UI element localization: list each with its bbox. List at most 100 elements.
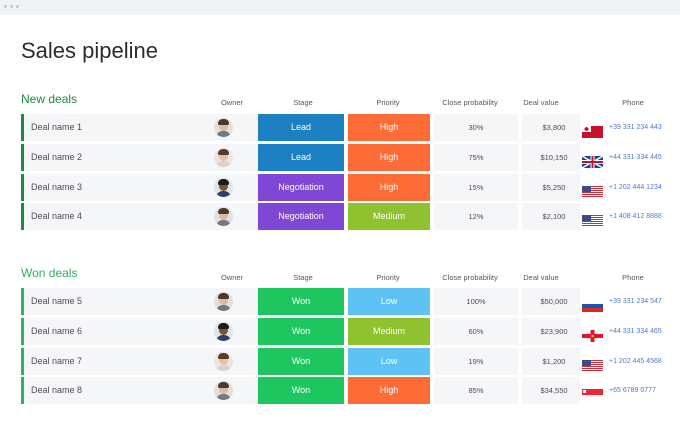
deal-name-cell[interactable]: Deal name 7 — [24, 348, 227, 375]
deal-name-cell[interactable]: Deal name 3 — [24, 174, 227, 201]
deal-value-cell[interactable]: $3,800 — [522, 114, 586, 141]
priority-status-label[interactable]: High — [348, 114, 430, 141]
stage-status-label[interactable]: Won — [258, 288, 344, 315]
person-avatar-man-dark[interactable] — [214, 178, 233, 197]
us-flag-icon — [582, 211, 603, 227]
stage-status-label[interactable]: Won — [258, 377, 344, 404]
person-avatar-man[interactable] — [214, 118, 233, 137]
close-probability-cell[interactable]: 60% — [434, 318, 518, 345]
window-top-bar — [0, 0, 680, 15]
column-header-priority[interactable]: Priority — [376, 273, 400, 282]
phone-number-link[interactable]: +1 202 444 1234 — [609, 184, 662, 191]
stage-status-label[interactable]: Negotiation — [258, 203, 344, 230]
person-avatar-woman[interactable] — [214, 148, 233, 167]
phone-number-link[interactable]: +44 331 334 465 — [609, 328, 662, 335]
stage-status-label[interactable]: Won — [258, 318, 344, 345]
deal-name-cell[interactable]: Deal name 6 — [24, 318, 227, 345]
avatar-hair — [218, 323, 229, 329]
russia-flag-icon — [582, 296, 603, 312]
person-avatar-man-dark[interactable] — [214, 322, 233, 341]
phone-number-link[interactable]: +1 202 445 4568 — [609, 358, 662, 365]
phone-number-link[interactable]: +39 331 234 547 — [609, 298, 662, 305]
column-header-close-probability[interactable]: Close probability — [442, 273, 498, 282]
table-row[interactable]: Deal name 7 Won Low 19% $1,200 +1 202 445 456… — [21, 348, 680, 375]
stage-status-label[interactable]: Negotiation — [258, 174, 344, 201]
person-avatar-man[interactable] — [214, 292, 233, 311]
column-header-owner[interactable]: Owner — [220, 98, 244, 107]
deal-value-cell[interactable]: $1,200 — [522, 348, 586, 375]
deal-value-cell[interactable]: $34,550 — [522, 377, 586, 404]
close-probability-cell[interactable]: 85% — [434, 377, 518, 404]
phone-cell[interactable]: +1 408 412 8888 — [580, 203, 680, 230]
table-row[interactable]: Deal name 5 Won Low 100% $50,000 +39 331 234 … — [21, 288, 680, 315]
close-probability-cell[interactable]: 100% — [434, 288, 518, 315]
table-row[interactable]: Deal name 4 Negotiation Medium 12% $2,100 +1 … — [21, 203, 680, 230]
singapore-flag-icon — [582, 385, 603, 401]
phone-number-link[interactable]: +1 408 412 8888 — [609, 213, 662, 220]
priority-status-label[interactable]: Low — [348, 288, 430, 315]
column-header-phone[interactable]: Phone — [622, 273, 644, 282]
phone-cell[interactable]: +39 331 234 547 — [580, 288, 680, 315]
stage-status-label[interactable]: Lead — [258, 114, 344, 141]
phone-cell[interactable]: +65 6789 0777 — [580, 377, 680, 404]
close-probability-cell[interactable]: 19% — [434, 348, 518, 375]
deal-name-cell[interactable]: Deal name 5 — [24, 288, 227, 315]
phone-cell[interactable]: +39 331 234 443 — [580, 114, 680, 141]
column-header-owner[interactable]: Owner — [220, 273, 244, 282]
close-probability-cell[interactable]: 75% — [434, 144, 518, 171]
close-probability-cell[interactable]: 30% — [434, 114, 518, 141]
phone-cell[interactable]: +44 331 334 445 — [580, 144, 680, 171]
deal-name-cell[interactable]: Deal name 2 — [24, 144, 227, 171]
phone-number-link[interactable]: +65 6789 0777 — [609, 387, 656, 394]
deal-value-cell[interactable]: $2,100 — [522, 203, 586, 230]
tonga-flag-icon — [582, 122, 603, 138]
phone-cell[interactable]: +1 202 445 4568 — [580, 348, 680, 375]
avatar-hair — [218, 382, 229, 388]
column-header-stage[interactable]: Stage — [293, 273, 313, 282]
priority-status-label[interactable]: High — [348, 144, 430, 171]
person-avatar-woman[interactable] — [214, 352, 233, 371]
phone-number-link[interactable]: +39 331 234 443 — [609, 124, 662, 131]
deal-name-cell[interactable]: Deal name 1 — [24, 114, 227, 141]
avatar-body — [216, 365, 231, 371]
deal-value-cell[interactable]: $5,250 — [522, 174, 586, 201]
deal-value-cell[interactable]: $23,900 — [522, 318, 586, 345]
column-header-phone[interactable]: Phone — [622, 98, 644, 107]
priority-status-label[interactable]: Medium — [348, 203, 430, 230]
table-row[interactable]: Deal name 6 Won Medium 60% $23,900 +44 331 33… — [21, 318, 680, 345]
group-title-won-deals[interactable]: Won deals — [21, 266, 78, 280]
avatar-face — [219, 151, 228, 161]
person-avatar-man[interactable] — [214, 381, 233, 400]
phone-cell[interactable]: +44 331 334 465 — [580, 318, 680, 345]
deal-value-cell[interactable]: $50,000 — [522, 288, 586, 315]
priority-status-label[interactable]: Low — [348, 348, 430, 375]
stage-status-label[interactable]: Won — [258, 348, 344, 375]
deal-value-cell[interactable]: $10,150 — [522, 144, 586, 171]
column-header-close-probability[interactable]: Close probability — [442, 98, 498, 107]
uk-flag-icon — [581, 152, 604, 169]
group-color-bar — [21, 114, 24, 141]
table-row[interactable]: Deal name 3 Negotiation High 15% $5,250 +1 20… — [21, 174, 680, 201]
priority-status-label[interactable]: Medium — [348, 318, 430, 345]
avatar-face — [219, 121, 228, 131]
deal-name-cell[interactable]: Deal name 4 — [24, 203, 227, 230]
group-title-new-deals[interactable]: New deals — [21, 92, 78, 106]
priority-status-label[interactable]: High — [348, 174, 430, 201]
column-header-deal-value[interactable]: Deal value — [523, 273, 559, 282]
close-probability-cell[interactable]: 12% — [434, 203, 518, 230]
person-avatar-man[interactable] — [214, 207, 233, 226]
table-row[interactable]: Deal name 1 Lead High 30% $3,800 +39 331 234 … — [21, 114, 680, 141]
stage-status-label[interactable]: Lead — [258, 144, 344, 171]
column-header-stage[interactable]: Stage — [293, 98, 313, 107]
close-probability-cell[interactable]: 15% — [434, 174, 518, 201]
page-title: Sales pipeline — [21, 38, 158, 63]
avatar-body — [216, 394, 231, 400]
column-header-priority[interactable]: Priority — [376, 98, 400, 107]
deal-name-cell[interactable]: Deal name 8 — [24, 377, 227, 404]
phone-cell[interactable]: +1 202 444 1234 — [580, 174, 680, 201]
column-header-deal-value[interactable]: Deal value — [523, 98, 559, 107]
priority-status-label[interactable]: High — [348, 377, 430, 404]
phone-number-link[interactable]: +44 331 334 445 — [609, 154, 662, 161]
table-row[interactable]: Deal name 2 Lead High 75% $10,150 +44 331 334… — [21, 144, 680, 171]
table-row[interactable]: Deal name 8 Won High 85% $34,550 +65 6789 077… — [21, 377, 680, 404]
